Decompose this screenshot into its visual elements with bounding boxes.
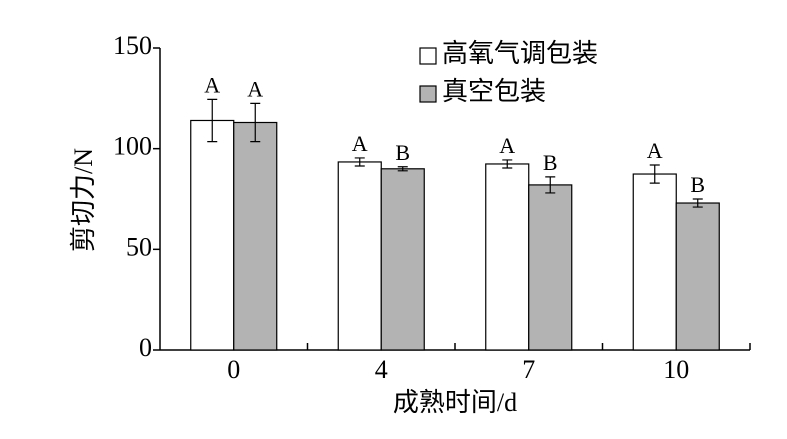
error-bar (649, 164, 660, 184)
y-tick-label: 100 (113, 132, 152, 161)
significance-letter: B (395, 140, 410, 165)
bar (380, 168, 425, 351)
x-tick-label: 0 (227, 355, 240, 384)
bar (485, 163, 530, 351)
legend-swatch (419, 47, 437, 65)
error-bar (354, 157, 365, 167)
y-tick-label: 0 (139, 333, 152, 362)
x-tick-label: 10 (663, 355, 689, 384)
y-tick-label: 50 (126, 232, 152, 261)
bar (632, 173, 677, 351)
bar (190, 119, 235, 351)
legend-label: 高氧气调包装 (442, 39, 598, 68)
legend-label: 真空包装 (442, 77, 546, 106)
significance-letter: A (247, 76, 263, 101)
significance-letter: A (647, 138, 663, 163)
bar (675, 202, 720, 351)
x-tick-label: 4 (375, 355, 388, 384)
error-bar (692, 198, 703, 208)
x-axis-label: 成熟时间/d (393, 388, 517, 417)
y-axis-label: 剪切力/N (69, 148, 98, 252)
error-bar (397, 166, 408, 172)
significance-letter: B (690, 172, 705, 197)
bar (528, 184, 573, 351)
x-tick-label: 7 (522, 355, 535, 384)
bar (233, 121, 278, 351)
error-bar (545, 176, 556, 194)
significance-letter: A (204, 72, 220, 97)
error-bar (502, 159, 513, 169)
error-bar (207, 98, 218, 143)
significance-letter: A (352, 131, 368, 156)
error-bar (250, 102, 261, 143)
significance-letter: A (499, 133, 515, 158)
y-tick-label: 150 (113, 31, 152, 60)
significance-letter: B (543, 150, 558, 175)
bar (337, 161, 382, 351)
legend-swatch (419, 85, 437, 103)
